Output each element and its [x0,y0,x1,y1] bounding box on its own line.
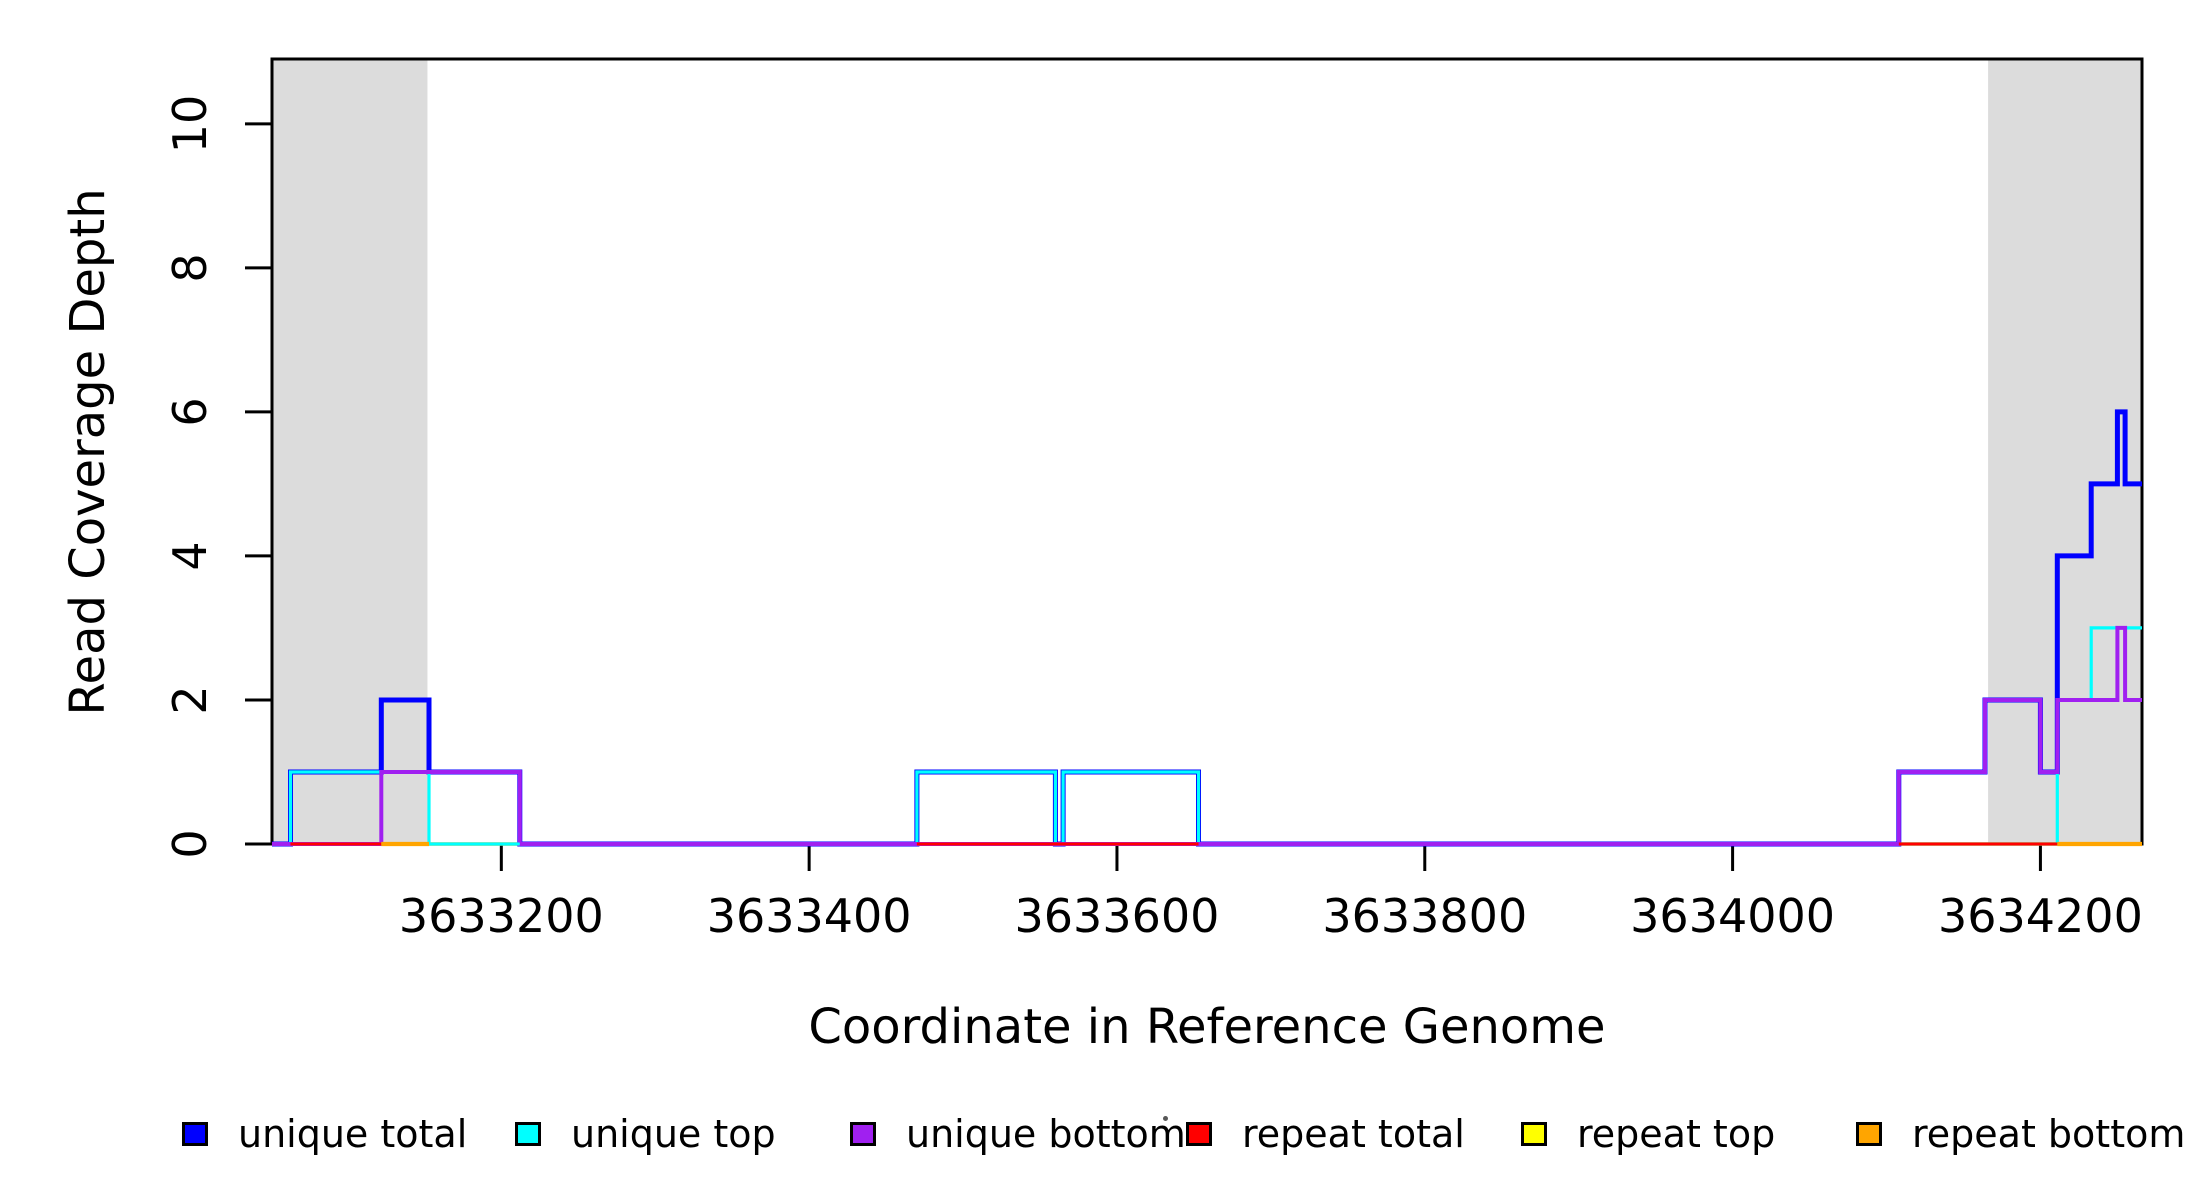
legend-label: unique total [238,1112,468,1156]
legend-label: unique bottom [906,1112,1186,1156]
x-tick-label: 3633400 [706,889,912,943]
x-tick-label: 3633800 [1322,889,1528,943]
legend-label: unique top [571,1112,776,1156]
legend-swatch-icon [515,1122,541,1146]
y-tick-label: 0 [163,829,217,859]
legend-swatch-icon [1521,1122,1547,1146]
legend-swatch-icon [850,1122,876,1146]
plot-border [270,57,2144,846]
y-axis-title: Read Coverage Depth [60,188,116,716]
legend-label: repeat total [1242,1112,1465,1156]
left-gray-region [272,59,428,844]
y-tick-label: 8 [163,253,217,283]
legend-item-unique-bottom: unique bottom [850,1112,1186,1156]
x-tick-label: 3634000 [1630,889,1836,943]
y-tick-label: 2 [163,685,217,715]
legend-label: repeat bottom [1912,1112,2186,1156]
legend-swatch-icon [182,1122,208,1146]
legend-item-unique-total: unique total [182,1112,468,1156]
legend-item-repeat-top: repeat top [1521,1112,1776,1156]
x-tick-label: 3634200 [1937,889,2143,943]
x-tick-label: 3633600 [1014,889,1220,943]
legend-swatch-icon [1186,1122,1212,1146]
y-tick-label: 6 [163,397,217,427]
series-unique-top [272,626,2142,846]
x-axis-title: Coordinate in Reference Genome [808,999,1606,1055]
y-tick-label: 10 [163,94,217,154]
legend-item-repeat-total: repeat total [1186,1112,1465,1156]
stray-dot [1163,1116,1168,1121]
x-tick-label: 3633200 [398,889,604,943]
y-tick-label: 4 [163,541,217,571]
legend-item-unique-top: unique top [515,1112,776,1156]
series-unique-total [272,409,2142,847]
legend-swatch-icon [1856,1122,1882,1146]
series-unique-bottom [272,625,2142,846]
legend-item-repeat-bottom: repeat bottom [1856,1112,2186,1156]
legend-label: repeat top [1577,1112,1776,1156]
